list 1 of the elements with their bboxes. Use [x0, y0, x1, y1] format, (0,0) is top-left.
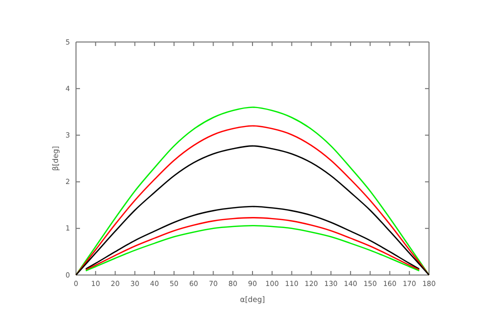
line-series	[85, 206, 420, 270]
